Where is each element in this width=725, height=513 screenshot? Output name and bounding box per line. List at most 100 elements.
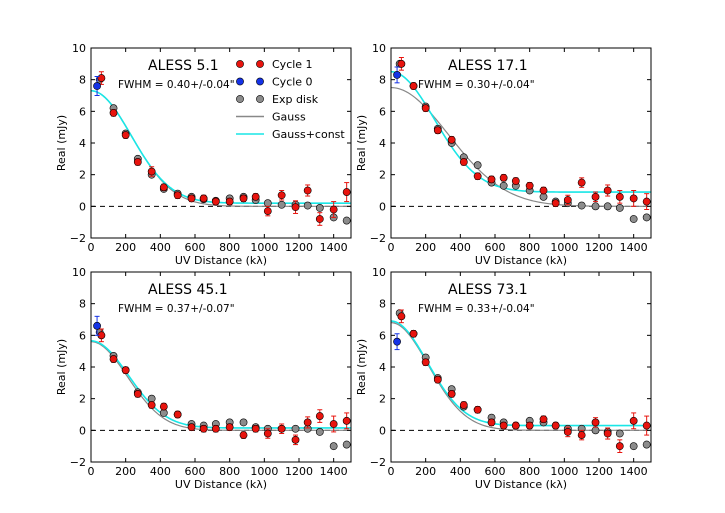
exp-disk-point <box>239 418 248 427</box>
y-tick-label: 2 <box>79 393 86 406</box>
cycle1-point <box>159 402 168 411</box>
x-tick-label: 1000 <box>250 465 278 478</box>
exp-disk-point <box>629 215 638 223</box>
exp-disk-point <box>615 204 624 212</box>
cycle1-point <box>525 181 534 190</box>
legend-marker <box>256 95 264 103</box>
cycle1-point <box>211 424 220 433</box>
exp-disk-point <box>577 201 586 210</box>
cycle1-point <box>563 196 572 204</box>
legend-item: Cycle 0 <box>236 76 313 89</box>
y-tick-label: 6 <box>79 105 86 118</box>
x-tick-label: 800 <box>219 241 240 254</box>
y-tick-label: 0 <box>79 200 86 213</box>
cycle1-point <box>433 126 442 135</box>
cycle1-point <box>291 435 300 444</box>
cycle1-point <box>409 82 418 90</box>
legend-marker <box>256 77 264 86</box>
cycle1-point <box>642 421 651 430</box>
exp-disk-point <box>315 428 324 436</box>
cycle1-point <box>397 312 406 321</box>
legend-item: Exp disk <box>236 93 319 106</box>
cycle1-point <box>421 358 430 367</box>
exp-disk-point <box>329 442 338 451</box>
x-tick-label: 1400 <box>320 241 348 254</box>
cycle1-point <box>133 158 142 166</box>
y-tick-label: 8 <box>79 298 86 311</box>
cycle1-point <box>109 109 118 117</box>
x-tick-label: 1000 <box>550 465 578 478</box>
cycle1-point <box>329 420 338 428</box>
cycle1-point <box>147 167 156 176</box>
cycle1-point <box>342 416 351 425</box>
cycle1-point <box>409 329 418 338</box>
cycle1-point <box>109 355 118 363</box>
legend-label: Cycle 1 <box>272 58 313 71</box>
cycle1-point <box>199 424 208 433</box>
y-axis-label: Real (mJy) <box>355 115 368 171</box>
y-tick-label: 0 <box>379 424 386 437</box>
cycle1-point <box>147 401 156 409</box>
legend-item: Gauss+const <box>236 128 345 141</box>
x-tick-label: 800 <box>519 241 540 254</box>
y-tick-label: −2 <box>70 456 86 469</box>
cycle1-point <box>199 194 208 203</box>
cycle1-point <box>342 188 351 196</box>
cycle0-point <box>393 337 401 346</box>
y-tick-label: 10 <box>72 42 86 55</box>
x-tick-label: 600 <box>185 465 206 478</box>
x-tick-label: 800 <box>219 465 240 478</box>
exp-disk-point <box>603 202 612 211</box>
cycle1-point <box>577 431 586 439</box>
cycle1-point <box>615 442 624 451</box>
panel-title: ALESS 5.1 <box>148 58 219 74</box>
y-tick-label: 8 <box>79 74 86 87</box>
exp-disk-point <box>642 213 651 222</box>
cycle1-point <box>629 416 638 425</box>
x-tick-label: 1400 <box>320 465 348 478</box>
cycle1-point <box>642 197 651 206</box>
cycle1-point <box>251 424 260 433</box>
fwhm-annotation: FWHM = 0.33+/-0.04" <box>418 303 535 315</box>
legend-marker <box>236 95 244 103</box>
legend: Cycle 1 Cycle 0 Exp disk Gauss Gauss+const <box>236 58 345 141</box>
y-tick-label: 4 <box>79 361 86 374</box>
y-tick-label: −2 <box>70 232 86 245</box>
x-axis-label: UV Distance (kλ) <box>475 254 567 267</box>
cycle1-point <box>329 205 338 214</box>
x-tick-label: 1200 <box>585 241 613 254</box>
x-tick-label: 400 <box>150 465 171 478</box>
x-tick-label: 1400 <box>620 465 648 478</box>
exp-disk-point <box>591 202 600 211</box>
cycle1-point <box>603 186 612 195</box>
x-tick-label: 1200 <box>285 241 313 254</box>
cycle1-point <box>551 199 560 208</box>
cycle1-point <box>591 418 600 427</box>
cycle1-point <box>499 421 508 430</box>
x-tick-label: 200 <box>115 241 136 254</box>
exp-disk-point <box>342 440 351 449</box>
x-tick-label: 200 <box>115 465 136 478</box>
fwhm-annotation: FWHM = 0.40+/-0.04" <box>118 79 235 91</box>
cycle1-point <box>187 423 196 432</box>
y-tick-label: 10 <box>372 266 386 279</box>
legend-label: Gauss+const <box>272 128 345 141</box>
x-tick-label: 1000 <box>250 241 278 254</box>
cycle1-point <box>511 177 520 185</box>
cycle1-point <box>577 178 586 187</box>
legend-item: Cycle 1 <box>236 58 313 71</box>
exp-disk-point <box>291 424 300 433</box>
legend-label: Exp disk <box>272 93 319 106</box>
cycle1-point <box>303 418 312 427</box>
cycle1-point <box>97 74 106 82</box>
y-tick-label: −2 <box>370 232 386 245</box>
x-tick-label: 400 <box>150 241 171 254</box>
x-tick-label: 800 <box>519 465 540 478</box>
cycle1-point <box>263 207 272 215</box>
cycle1-point <box>511 421 520 430</box>
x-tick-label: 0 <box>88 241 95 254</box>
cycle1-point <box>121 366 130 375</box>
